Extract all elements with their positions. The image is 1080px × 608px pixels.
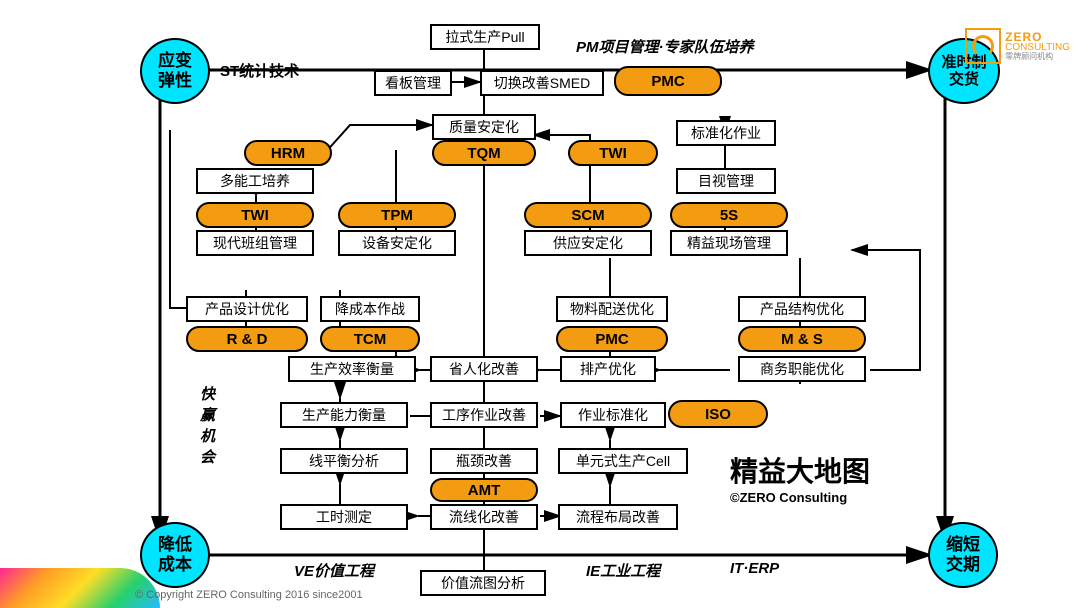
box-mat: 物料配送优化 [556, 296, 668, 322]
pill-twi2: TWI [196, 202, 314, 228]
logo-line3: 零牌顾问机构 [1005, 53, 1070, 61]
box-leanmgmt: 精益现场管理 [670, 230, 788, 256]
label-st: ST统计技术 [220, 60, 299, 81]
corner-br: 缩短 交期 [928, 522, 998, 588]
pill-tcm: TCM [320, 326, 420, 352]
label-ve: VE价值工程 [294, 560, 374, 581]
box-smed: 切换改善SMED [480, 70, 604, 96]
box-eqstab: 设备安定化 [338, 230, 456, 256]
box-cost: 降成本作战 [320, 296, 420, 322]
box-bizopt: 商务职能优化 [738, 356, 866, 382]
copyright: © Copyright ZERO Consulting 2016 since20… [135, 589, 363, 601]
pill-tqm: TQM [432, 140, 536, 166]
box-flowimpr: 流线化改善 [430, 504, 538, 530]
box-schedopt: 排产优化 [560, 356, 656, 382]
pill-scm: SCM [524, 202, 652, 228]
box-vsm: 价值流图分析 [420, 570, 546, 596]
box-team: 现代班组管理 [196, 230, 314, 256]
label-ie: IE工业工程 [586, 560, 660, 581]
pill-amt: AMT [430, 478, 538, 502]
title-main: 精益大地图 [730, 450, 870, 490]
box-supstab: 供应安定化 [524, 230, 652, 256]
label-quick: 快 赢 机 会 [200, 384, 215, 468]
corner-bl: 降低 成本 [140, 522, 210, 588]
title-block: 精益大地图 ©ZERO Consulting [730, 450, 870, 505]
box-prodstr: 产品结构优化 [738, 296, 866, 322]
box-visual: 目视管理 [676, 168, 776, 194]
pill-ms: M & S [738, 326, 866, 352]
logo-icon [965, 28, 1001, 64]
box-skill: 多能工培养 [196, 168, 314, 194]
box-kanban: 看板管理 [374, 70, 452, 96]
pill-pmc1: PMC [614, 66, 722, 96]
box-timestudy: 工时测定 [280, 504, 408, 530]
box-saveman: 省人化改善 [430, 356, 538, 382]
pill-5s: 5S [670, 202, 788, 228]
pill-iso: ISO [668, 400, 768, 428]
corner-tl: 应变 弹性 [140, 38, 210, 104]
box-procimpr: 工序作业改善 [430, 402, 538, 428]
box-bottleneck: 瓶颈改善 [430, 448, 538, 474]
label-it: IT·ERP [730, 560, 779, 577]
title-sub: ©ZERO Consulting [730, 490, 870, 505]
pill-hrm: HRM [244, 140, 332, 166]
box-layoutimpr: 流程布局改善 [558, 504, 678, 530]
rainbow-decoration [0, 568, 160, 608]
box-capmeas: 生产能力衡量 [280, 402, 408, 428]
box-stdop: 作业标准化 [560, 402, 666, 428]
pill-tpm: TPM [338, 202, 456, 228]
box-qstab: 质量安定化 [432, 114, 536, 140]
box-design: 产品设计优化 [186, 296, 308, 322]
box-effmeas: 生产效率衡量 [288, 356, 416, 382]
box-pull: 拉式生产Pull [430, 24, 540, 50]
box-stdwork: 标准化作业 [676, 120, 776, 146]
logo: ZERO CONSULTING 零牌顾问机构 [965, 28, 1070, 64]
box-linebal: 线平衡分析 [280, 448, 408, 474]
label-pm: PM项目管理·专家队伍培养 [576, 36, 754, 57]
pill-pmc2: PMC [556, 326, 668, 352]
pill-rd: R & D [186, 326, 308, 352]
pill-twi1: TWI [568, 140, 658, 166]
box-cell: 单元式生产Cell [558, 448, 688, 474]
